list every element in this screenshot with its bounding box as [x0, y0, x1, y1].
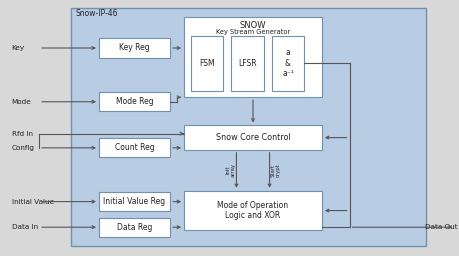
Text: a
&
a⁻¹: a & a⁻¹ [281, 48, 293, 78]
Bar [99, 92, 170, 111]
Text: FSM: FSM [199, 59, 214, 68]
Text: Rfd In: Rfd In [11, 131, 33, 137]
Bar [99, 38, 170, 58]
Bar [190, 36, 223, 91]
Text: Count Reg: Count Reg [114, 143, 154, 152]
Bar [99, 218, 170, 237]
Bar [99, 138, 170, 157]
Text: Mode Reg: Mode Reg [116, 97, 153, 106]
Bar [184, 125, 321, 150]
Text: Init
array: Init array [224, 163, 235, 177]
Text: Initial Value Reg: Initial Value Reg [103, 197, 165, 206]
Text: Data Out: Data Out [424, 224, 457, 230]
Bar [99, 192, 170, 211]
Text: Config: Config [11, 145, 34, 151]
Bar [271, 36, 303, 91]
Text: LFSR: LFSR [238, 59, 256, 68]
Text: Mode: Mode [11, 99, 31, 105]
Bar [184, 191, 321, 230]
Text: Key Reg: Key Reg [119, 44, 150, 52]
Bar [71, 8, 425, 246]
Bar [184, 17, 321, 97]
Text: Snow-IP-46: Snow-IP-46 [76, 9, 118, 18]
Bar [231, 36, 263, 91]
Text: Data In: Data In [11, 224, 38, 230]
Text: Start
crypt: Start crypt [269, 163, 280, 177]
Text: SNOW: SNOW [239, 21, 266, 30]
Text: Data Reg: Data Reg [117, 223, 152, 232]
Text: Mode of Operation
Logic and XOR: Mode of Operation Logic and XOR [217, 201, 288, 220]
Text: Initial Value: Initial Value [11, 199, 54, 205]
Text: Key Stream Generator: Key Stream Generator [215, 29, 290, 35]
Text: Key: Key [11, 45, 25, 51]
Text: Snow Core Control: Snow Core Control [215, 133, 290, 142]
